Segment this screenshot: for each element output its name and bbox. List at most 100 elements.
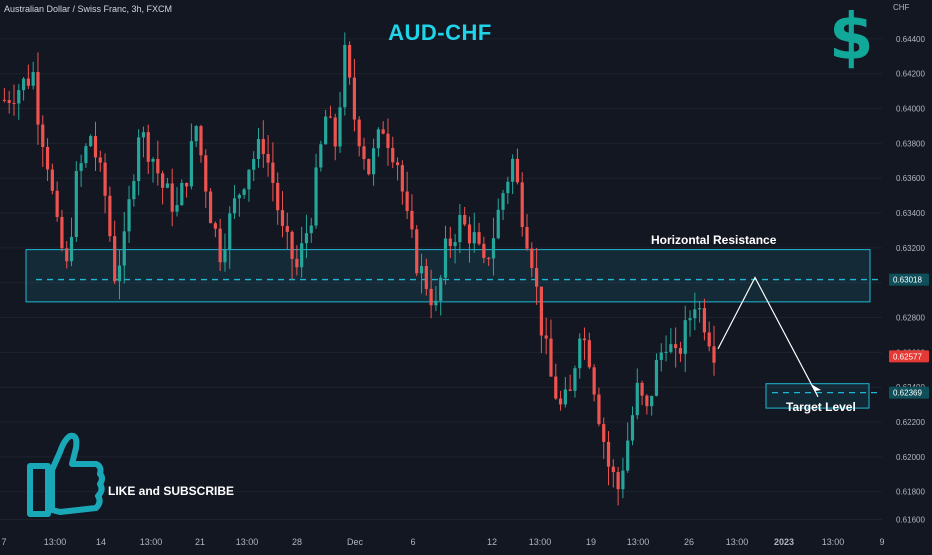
y-tick-label: 0.62800 <box>896 314 925 323</box>
candle <box>41 115 45 167</box>
candle-body <box>664 351 668 353</box>
candle <box>419 253 424 294</box>
candle <box>530 242 534 278</box>
candle-body <box>295 258 299 268</box>
candle <box>506 176 510 205</box>
candle <box>606 431 611 486</box>
candle <box>280 191 285 238</box>
candle-body <box>592 367 596 395</box>
candle-body <box>256 139 261 160</box>
resistance-price-badge: 0.63018 <box>889 273 929 286</box>
candle-body <box>223 249 227 263</box>
candle <box>208 188 213 224</box>
candle-body <box>391 147 395 163</box>
candle <box>563 377 567 408</box>
candle <box>534 247 539 305</box>
candle-body <box>530 248 534 269</box>
candle-body <box>276 182 280 211</box>
projection <box>717 276 821 398</box>
candle-body <box>707 332 711 347</box>
candle-body <box>146 132 150 162</box>
candle-body <box>640 382 644 396</box>
candle-body <box>31 72 35 86</box>
candle <box>276 172 280 225</box>
candle-body <box>405 191 409 211</box>
candle <box>103 153 107 214</box>
last-price-badge-text: 0.62577 <box>893 352 922 361</box>
candle <box>175 186 179 217</box>
candle-body <box>371 148 376 175</box>
candle-body <box>65 248 69 262</box>
candle <box>213 221 217 238</box>
projection-line <box>717 276 819 398</box>
candle-body <box>578 338 582 369</box>
candle <box>371 138 376 186</box>
candle-body <box>467 224 472 244</box>
candle <box>698 300 702 323</box>
candle <box>659 343 663 372</box>
currency-label: CHF <box>893 3 910 12</box>
candle <box>343 32 347 116</box>
candle <box>635 368 639 420</box>
candle <box>165 177 170 189</box>
candle-body <box>616 472 620 490</box>
y-tick-label: 0.63200 <box>896 244 925 253</box>
candle <box>429 269 433 319</box>
candle-body <box>698 308 702 310</box>
target-price-badge-bg <box>889 386 929 399</box>
candle-body <box>376 129 380 149</box>
candle-body <box>309 225 313 234</box>
candle <box>324 109 328 145</box>
candle <box>578 333 582 379</box>
candle <box>223 233 227 272</box>
candle-body <box>525 226 529 249</box>
candle-body <box>184 182 189 187</box>
candle <box>482 236 486 264</box>
candle-body <box>424 266 428 289</box>
candle <box>630 406 635 446</box>
candle-body <box>635 382 639 416</box>
candle <box>309 217 313 243</box>
candle-body <box>45 146 50 170</box>
candle <box>702 298 707 341</box>
candle <box>180 179 184 206</box>
candle-body <box>678 348 683 354</box>
candle <box>146 124 150 175</box>
x-tick-label: 21 <box>195 537 205 547</box>
candle-body <box>328 116 333 118</box>
candle <box>199 124 203 163</box>
candle <box>237 193 241 217</box>
candle <box>439 274 443 316</box>
candle-body <box>60 216 64 249</box>
x-tick-label: Dec <box>347 537 364 547</box>
candle <box>36 52 40 145</box>
last-price-badge-bg <box>889 350 929 363</box>
y-tick-label: 0.62200 <box>896 418 925 427</box>
candle-body <box>156 158 160 174</box>
candle-body <box>482 243 486 258</box>
candle <box>362 137 366 170</box>
x-tick-label: 28 <box>292 537 302 547</box>
x-tick-label: 12 <box>487 537 497 547</box>
candle-body <box>304 233 309 244</box>
candle <box>415 224 419 277</box>
candle <box>616 466 620 506</box>
symbol-label: Australian Dollar / Swiss Franc, 3h, FXC… <box>4 4 173 14</box>
candle <box>477 222 481 246</box>
candle <box>108 186 112 242</box>
candle <box>300 226 304 278</box>
candle <box>712 325 716 376</box>
candle <box>60 210 64 252</box>
candle <box>367 158 371 176</box>
candle <box>549 319 553 377</box>
y-tick-label: 0.61800 <box>896 488 925 497</box>
candle-body <box>180 182 184 206</box>
candle <box>443 225 448 285</box>
candle <box>707 321 711 352</box>
candle-body <box>89 136 93 147</box>
candle <box>218 218 222 271</box>
candle-body <box>300 243 304 268</box>
resistance-label: Horizontal Resistance <box>651 233 777 247</box>
candle <box>319 140 323 172</box>
